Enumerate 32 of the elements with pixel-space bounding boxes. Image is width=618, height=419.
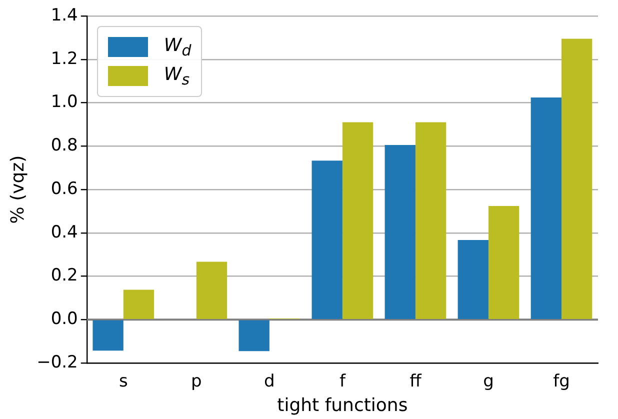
- legend-label: W$_{d}$: [164, 35, 192, 60]
- x-tick-label: d: [264, 372, 275, 392]
- bar: [561, 38, 592, 320]
- bar: [312, 160, 342, 320]
- y-tick-label: 1.0: [50, 92, 78, 112]
- bar: [415, 122, 446, 320]
- y-tick-label: 0.6: [50, 178, 78, 199]
- x-tick-label: ff: [410, 372, 423, 392]
- x-tick-label: g: [483, 372, 494, 392]
- y-axis-title: % (vqz): [7, 155, 28, 224]
- y-tick-label: 0.4: [50, 222, 78, 242]
- x-tick-label: s: [118, 372, 128, 392]
- bar: [342, 122, 374, 320]
- x-tick-label: p: [191, 372, 202, 392]
- bar: [530, 98, 562, 320]
- bar: [458, 240, 488, 320]
- y-tick-label: −0.2: [36, 352, 78, 372]
- y-tick-label: 0.0: [50, 309, 78, 330]
- legend-label: W$_{s}$: [164, 64, 190, 88]
- bar: [92, 320, 124, 351]
- y-tick-label: 1.2: [50, 48, 78, 69]
- bar: [384, 145, 416, 320]
- y-tick-label: 0.2: [50, 266, 78, 286]
- y-tick-label: 0.8: [50, 136, 78, 156]
- bar: [488, 206, 520, 320]
- x-tick-label: f: [339, 372, 346, 392]
- bar: [238, 320, 270, 352]
- x-tick-label: fg: [553, 372, 570, 392]
- x-axis-title: tight functions: [277, 394, 408, 416]
- bar: [196, 262, 228, 320]
- bar: [123, 290, 154, 320]
- y-tick-label: 1.4: [50, 5, 78, 26]
